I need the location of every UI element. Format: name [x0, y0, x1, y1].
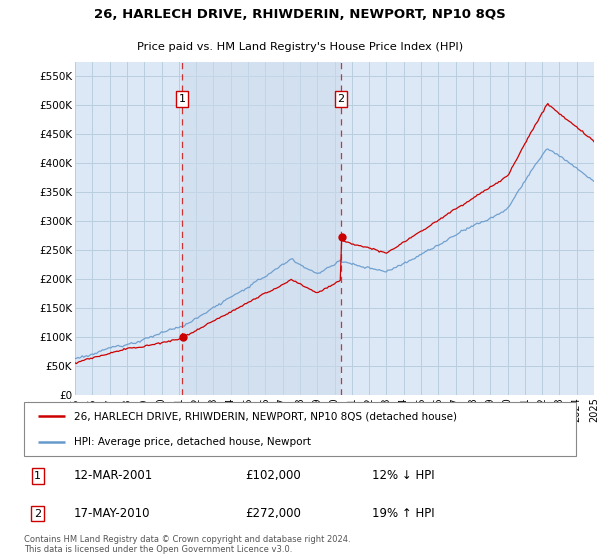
Text: 19% ↑ HPI: 19% ↑ HPI: [372, 507, 434, 520]
Text: Contains HM Land Registry data © Crown copyright and database right 2024.
This d: Contains HM Land Registry data © Crown c…: [24, 535, 350, 554]
Text: 12% ↓ HPI: 12% ↓ HPI: [372, 469, 434, 482]
FancyBboxPatch shape: [24, 402, 576, 456]
Text: 26, HARLECH DRIVE, RHIWDERIN, NEWPORT, NP10 8QS (detached house): 26, HARLECH DRIVE, RHIWDERIN, NEWPORT, N…: [74, 412, 457, 421]
Text: £102,000: £102,000: [245, 469, 301, 482]
Text: 12-MAR-2001: 12-MAR-2001: [74, 469, 153, 482]
Text: 17-MAY-2010: 17-MAY-2010: [74, 507, 150, 520]
Text: HPI: Average price, detached house, Newport: HPI: Average price, detached house, Newp…: [74, 437, 311, 446]
Text: 1: 1: [34, 471, 41, 481]
Text: 2: 2: [34, 508, 41, 519]
Text: £272,000: £272,000: [245, 507, 301, 520]
Text: 2: 2: [338, 94, 344, 104]
Text: Price paid vs. HM Land Registry's House Price Index (HPI): Price paid vs. HM Land Registry's House …: [137, 42, 463, 52]
Text: 26, HARLECH DRIVE, RHIWDERIN, NEWPORT, NP10 8QS: 26, HARLECH DRIVE, RHIWDERIN, NEWPORT, N…: [94, 8, 506, 21]
Text: 1: 1: [179, 94, 185, 104]
Bar: [182, 62, 341, 395]
